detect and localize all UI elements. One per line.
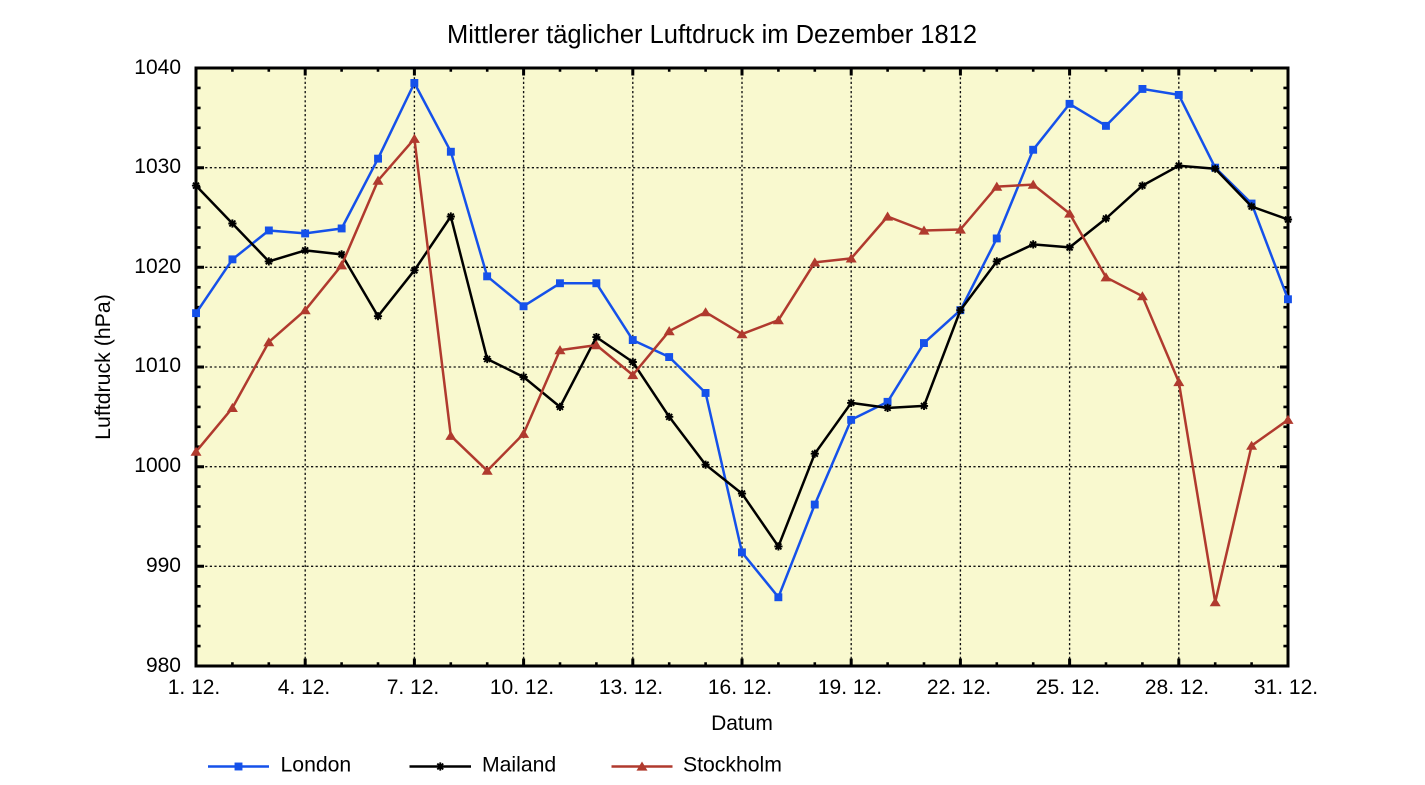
svg-text:25. 12.: 25. 12. (1036, 676, 1100, 699)
svg-text:1000: 1000 (134, 454, 181, 477)
svg-text:28. 12.: 28. 12. (1145, 676, 1209, 699)
svg-text:1010: 1010 (134, 354, 181, 377)
svg-text:1. 12.: 1. 12. (168, 676, 221, 699)
svg-text:1020: 1020 (134, 255, 181, 278)
svg-text:7. 12.: 7. 12. (387, 676, 440, 699)
svg-text:16. 12.: 16. 12. (708, 676, 772, 699)
svg-text:4. 12.: 4. 12. (278, 676, 331, 699)
svg-text:10. 12.: 10. 12. (490, 676, 554, 699)
svg-text:Stockholm: Stockholm (683, 754, 782, 777)
svg-text:Luftdruck (hPa): Luftdruck (hPa) (91, 294, 115, 440)
svg-text:19. 12.: 19. 12. (818, 676, 882, 699)
svg-text:990: 990 (146, 554, 181, 577)
svg-text:31. 12.: 31. 12. (1254, 676, 1318, 699)
svg-text:980: 980 (146, 654, 181, 677)
svg-text:London: London (281, 754, 352, 777)
svg-text:22. 12.: 22. 12. (927, 676, 991, 699)
svg-text:13. 12.: 13. 12. (599, 676, 663, 699)
svg-text:Mittlerer täglicher Luftdruck: Mittlerer täglicher Luftdruck im Dezembe… (447, 21, 977, 49)
svg-text:Datum: Datum (711, 712, 773, 735)
svg-text:1030: 1030 (134, 155, 181, 178)
svg-text:Mailand: Mailand (482, 754, 556, 777)
svg-text:1040: 1040 (134, 56, 181, 79)
